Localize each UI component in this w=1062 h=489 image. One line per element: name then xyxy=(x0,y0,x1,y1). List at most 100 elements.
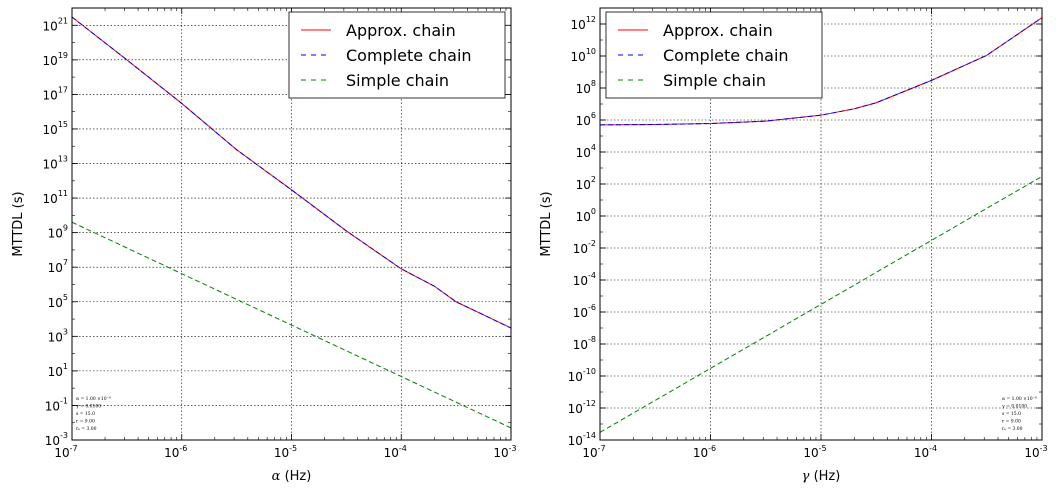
parameter-label: s = 15.0 xyxy=(1002,411,1021,417)
y-tick-exponent: -6 xyxy=(588,303,596,312)
y-tick-exponent: 12 xyxy=(586,15,596,24)
y-tick-base: 10 xyxy=(43,123,58,137)
x-tick-label: 10-6 xyxy=(693,444,716,460)
legend-entry: Approx. chain xyxy=(663,21,773,40)
y-tick-base: 10 xyxy=(45,434,60,448)
y-tick-label: 103 xyxy=(48,327,68,344)
x-axis-label: α (Hz) xyxy=(272,469,312,484)
y-tick-exponent: 19 xyxy=(58,51,68,60)
right-plot-panel: 10-7 10-6 10-5 10-4 10-310-1410-1210-1010-81… xyxy=(539,7,1048,484)
x-tick-label: 10-4 xyxy=(384,444,407,460)
parameter-label: s = 15.0 xyxy=(76,411,95,417)
y-tick-exponent: 8 xyxy=(591,79,596,88)
y-tick-base: 10 xyxy=(43,54,58,68)
y-tick-base: 10 xyxy=(571,18,586,32)
y-tick-exponent: 0 xyxy=(591,207,596,216)
x-tick-base: 10 xyxy=(274,446,289,460)
y-tick-base: 10 xyxy=(568,370,583,384)
parameter-label: α = 1.00 ×10⁻⁶ xyxy=(76,396,111,402)
y-tick-exponent: -10 xyxy=(583,367,596,376)
x-tick-exponent: -7 xyxy=(70,444,78,453)
x-axis-symbol: γ xyxy=(802,469,810,484)
y-tick-exponent: 1 xyxy=(63,362,68,371)
y-tick-label: 10-3 xyxy=(45,431,68,448)
y-tick-exponent: -8 xyxy=(588,335,596,344)
x-tick-base: 10 xyxy=(582,446,597,460)
y-axis-label: MTTDL (s) xyxy=(539,191,554,256)
y-tick-exponent: -2 xyxy=(588,239,596,248)
y-tick-exponent: 15 xyxy=(58,120,68,129)
legend-entry: Complete chain xyxy=(663,46,789,65)
x-tick-base: 10 xyxy=(54,446,69,460)
y-tick-base: 10 xyxy=(571,50,586,64)
y-tick-label: 1015 xyxy=(43,120,68,137)
y-tick-base: 10 xyxy=(48,296,63,310)
axes-frame xyxy=(71,7,512,441)
x-tick-exponent: -6 xyxy=(708,444,716,453)
parameter-label: r = 9.00 xyxy=(1002,419,1021,425)
y-tick-base: 10 xyxy=(573,338,588,352)
y-tick-base: 10 xyxy=(48,261,63,275)
y-tick-label: 10-12 xyxy=(568,399,596,416)
x-tick-base: 10 xyxy=(1024,446,1039,460)
parameter-label: r = 9.00 xyxy=(76,419,95,425)
y-tick-exponent: -4 xyxy=(588,271,596,280)
y-tick-label: 1012 xyxy=(571,15,596,32)
y-tick-label: 10-4 xyxy=(573,271,596,288)
legend: Approx. chain Complete chain Simple chain xyxy=(288,11,506,99)
y-tick-exponent: 17 xyxy=(58,85,68,94)
y-tick-label: 107 xyxy=(48,258,68,275)
y-tick-exponent: 10 xyxy=(586,47,596,56)
y-tick-base: 10 xyxy=(568,402,583,416)
x-tick-label: 10-6 xyxy=(164,444,187,460)
y-tick-exponent: 13 xyxy=(58,155,68,164)
x-tick-exponent: -5 xyxy=(819,444,827,453)
legend-entry: Complete chain xyxy=(346,46,472,65)
y-tick-exponent: -1 xyxy=(60,396,68,405)
left-plot-panel: 10-7 10-6 10-5 10-4 10-310-310-1101103105107… xyxy=(11,7,517,484)
x-tick-exponent: -4 xyxy=(929,444,937,453)
x-tick-base: 10 xyxy=(493,446,508,460)
y-tick-label: 1019 xyxy=(43,51,68,68)
x-tick-exponent: -7 xyxy=(598,444,606,453)
x-tick-base: 10 xyxy=(914,446,929,460)
y-tick-base: 10 xyxy=(48,227,63,241)
x-tick-base: 10 xyxy=(693,446,708,460)
y-tick-exponent: 21 xyxy=(58,16,68,25)
y-tick-label: 10-14 xyxy=(568,431,596,448)
x-axis-symbol: α xyxy=(272,469,281,484)
y-tick-label: 101 xyxy=(48,362,68,379)
x-tick-base: 10 xyxy=(803,446,818,460)
axes-frame xyxy=(599,7,1043,441)
x-tick-label: 10-3 xyxy=(1024,444,1047,460)
y-tick-base: 10 xyxy=(573,306,588,320)
y-tick-exponent: 3 xyxy=(63,327,68,336)
y-tick-label: 108 xyxy=(576,79,596,96)
x-axis-unit: (Hz) xyxy=(809,469,840,484)
y-tick-base: 10 xyxy=(48,365,63,379)
y-tick-label: 1011 xyxy=(43,189,68,206)
x-tick-label: 10-3 xyxy=(493,444,516,460)
y-tick-exponent: 6 xyxy=(591,111,596,120)
y-tick-exponent: 7 xyxy=(63,258,68,267)
y-tick-label: 10-10 xyxy=(568,367,596,384)
y-tick-label: 10-6 xyxy=(573,303,596,320)
series-line-simple-chain xyxy=(600,175,1042,433)
parameter-label: rₐ = 3.00 xyxy=(1002,426,1023,432)
x-tick-base: 10 xyxy=(384,446,399,460)
parameter-label: γ = 0.0100 xyxy=(76,404,101,410)
y-tick-exponent: 2 xyxy=(591,175,596,184)
legend-entry: Approx. chain xyxy=(346,21,456,40)
y-tick-base: 10 xyxy=(43,19,58,33)
y-tick-label: 104 xyxy=(576,143,596,160)
y-tick-label: 1017 xyxy=(43,85,68,102)
y-tick-base: 10 xyxy=(576,114,591,128)
x-tick-base: 10 xyxy=(164,446,179,460)
x-tick-exponent: -4 xyxy=(399,444,407,453)
y-tick-base: 10 xyxy=(43,158,58,172)
legend-entry: Simple chain xyxy=(346,71,449,90)
y-tick-label: 106 xyxy=(576,111,596,128)
parameter-label: α = 1.00 ×10⁻⁶ xyxy=(1002,396,1037,402)
